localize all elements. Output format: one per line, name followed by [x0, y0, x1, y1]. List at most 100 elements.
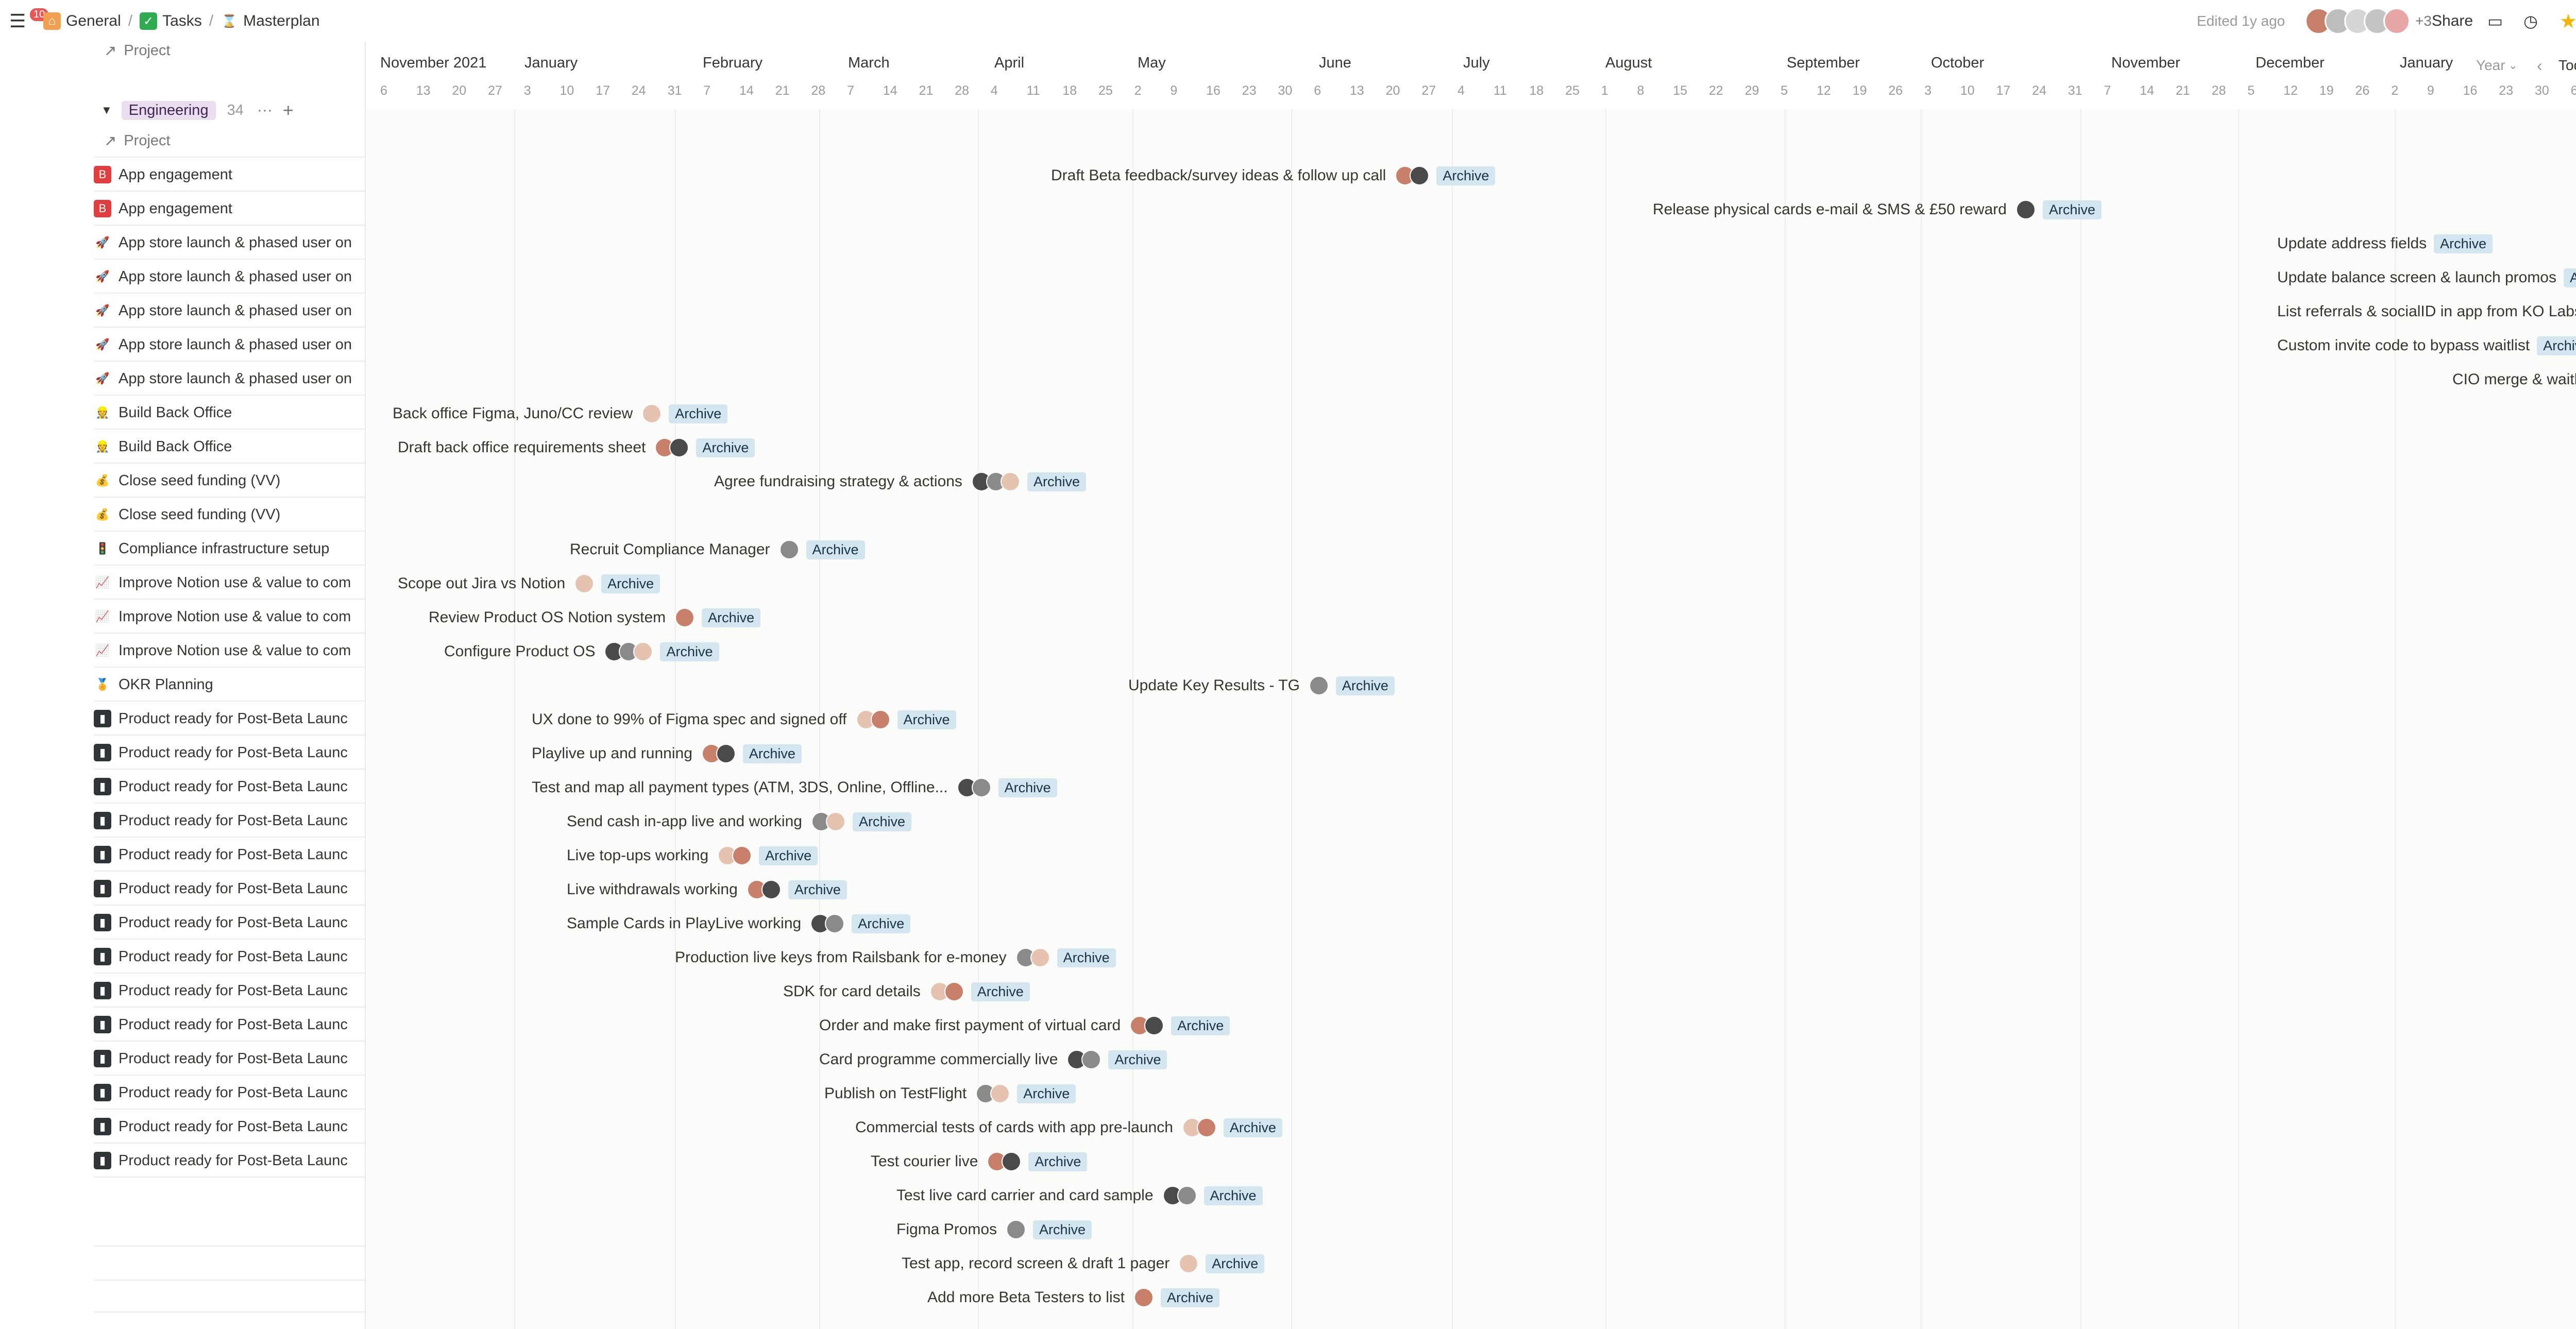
table-row[interactable]: 🚀 App store launch & phased user on — [94, 329, 365, 362]
assignee-avatars[interactable] — [856, 710, 890, 729]
task-title[interactable]: Update address fields — [2277, 235, 2427, 252]
table-row[interactable]: 👷 Build Back Office — [94, 431, 365, 464]
assignee-avatars[interactable] — [655, 438, 689, 457]
timeline-task-card[interactable]: Draft Beta feedback/survey ideas & follo… — [1051, 161, 1496, 191]
timeline-task-card[interactable]: Configure Product OS Archive — [444, 637, 719, 667]
timeline-task-card[interactable]: List referrals & socialID in app from KO… — [2277, 297, 2576, 327]
chevron-left-icon[interactable]: ‹ — [2537, 56, 2543, 75]
table-row[interactable]: B App engagement — [94, 159, 365, 192]
task-title[interactable]: SDK for card details — [783, 983, 921, 1000]
timeline-task-card[interactable]: Draft back office requirements sheet Arch… — [398, 433, 755, 463]
avatar[interactable] — [825, 812, 845, 831]
assignee-avatars[interactable] — [1182, 1118, 1216, 1137]
assignee-avatars[interactable] — [675, 608, 695, 627]
row-title[interactable]: Compliance infrastructure setup — [118, 540, 330, 557]
avatar[interactable] — [716, 744, 736, 763]
task-title[interactable]: Draft Beta feedback/survey ideas & follo… — [1051, 167, 1386, 184]
timeline-task-card[interactable]: Add more Beta Testers to list Archive — [927, 1283, 1219, 1313]
history-icon[interactable]: ◷ — [2523, 12, 2538, 30]
previous-button[interactable]: ‹ — [2537, 42, 2543, 89]
table-row[interactable]: ▮ Product ready for Post-Beta Launc — [94, 941, 365, 974]
avatar[interactable] — [1030, 948, 1050, 967]
row-title[interactable]: Close seed funding (VV) — [118, 472, 281, 489]
avatar[interactable] — [2383, 8, 2410, 35]
task-title[interactable]: Figma Promos — [896, 1221, 997, 1238]
task-title[interactable]: Publish on TestFlight — [824, 1085, 967, 1102]
assignee-avatars[interactable] — [987, 1152, 1022, 1171]
task-title[interactable]: Test app, record screen & draft 1 pager — [902, 1255, 1170, 1272]
task-title[interactable]: Test courier live — [871, 1153, 978, 1170]
assignee-avatars[interactable] — [718, 846, 752, 865]
menu-icon[interactable]: ☰ — [9, 10, 26, 31]
avatar[interactable] — [1179, 1254, 1199, 1273]
timeline-task-card[interactable]: Update balance screen & launch promos Arc… — [2277, 263, 2576, 293]
table-row[interactable]: ▮ Product ready for Post-Beta Launc — [94, 1145, 365, 1178]
avatar[interactable] — [1002, 1152, 1022, 1171]
extra-people-count[interactable]: +3 — [2415, 13, 2432, 29]
table-row[interactable]: ▮ Product ready for Post-Beta Launc — [94, 873, 365, 906]
task-title[interactable]: Agree fundraising strategy & actions — [714, 473, 962, 490]
avatar[interactable] — [1196, 1118, 1216, 1137]
row-title[interactable]: Build Back Office — [118, 438, 232, 455]
task-title[interactable]: Live top-ups working — [567, 847, 709, 864]
table-row[interactable]: B App engagement — [94, 193, 365, 226]
timeline-task-card[interactable]: Card programme commercially live Archive — [819, 1045, 1167, 1075]
assignee-avatars[interactable] — [1006, 1220, 1026, 1239]
assignee-avatars[interactable] — [2015, 200, 2036, 219]
task-title[interactable]: Release physical cards e-mail & SMS & £5… — [1653, 201, 2007, 218]
task-title[interactable]: Test live card carrier and card sample — [896, 1187, 1154, 1204]
timeline-task-card[interactable]: Commercial tests of cards with app pre-l… — [855, 1113, 1282, 1143]
avatar[interactable] — [732, 846, 752, 865]
timeline-task-card[interactable]: Order and make first payment of virtual … — [819, 1011, 1230, 1041]
table-row[interactable]: ▮ Product ready for Post-Beta Launc — [94, 907, 365, 940]
row-title[interactable]: Product ready for Post-Beta Launc — [118, 1152, 348, 1169]
assignee-avatars[interactable] — [701, 744, 736, 763]
row-title[interactable]: Close seed funding (VV) — [118, 506, 281, 523]
row-title[interactable]: App store launch & phased user on — [118, 268, 352, 285]
row-title[interactable]: Product ready for Post-Beta Launc — [118, 710, 348, 727]
timeline-task-card[interactable]: Production live keys from Railsbank for … — [675, 943, 1116, 973]
avatar[interactable] — [1177, 1186, 1197, 1205]
breadcrumb-tasks[interactable]: Tasks — [162, 12, 202, 29]
sidebar-toggle[interactable]: ☰ 10 — [9, 0, 49, 42]
avatar[interactable] — [779, 540, 799, 559]
table-row[interactable]: 📈 Improve Notion use & value to com — [94, 567, 365, 600]
task-title[interactable]: Test and map all payment types (ATM, 3DS… — [532, 779, 948, 796]
task-title[interactable]: Sample Cards in PlayLive working — [567, 915, 802, 932]
timeline-canvas[interactable] — [365, 109, 2576, 1329]
row-title[interactable]: Product ready for Post-Beta Launc — [118, 1016, 348, 1033]
avatar[interactable] — [574, 574, 595, 593]
table-row[interactable]: ▮ Product ready for Post-Beta Launc — [94, 1043, 365, 1076]
task-title[interactable]: Update balance screen & launch promos — [2277, 269, 2556, 286]
row-title[interactable]: App store launch & phased user on — [118, 302, 352, 319]
avatar[interactable] — [1309, 676, 1329, 695]
task-title[interactable]: Review Product OS Notion system — [429, 609, 666, 626]
breadcrumb-masterplan[interactable]: Masterplan — [243, 12, 320, 29]
timeline-task-card[interactable]: Update Key Results - TG Archive — [1128, 671, 1395, 701]
avatar[interactable] — [761, 880, 781, 899]
avatar[interactable] — [1000, 472, 1020, 491]
task-title[interactable]: Send cash in-app live and working — [567, 813, 802, 830]
timeline-task-card[interactable]: Agree fundraising strategy & actions Arch… — [714, 467, 1086, 497]
assignee-avatars[interactable] — [1395, 166, 1430, 185]
table-row[interactable]: 🚀 App store launch & phased user on — [94, 227, 365, 260]
timeline-task-card[interactable]: Figma Promos Archive — [896, 1215, 1092, 1245]
timeline-task-card[interactable]: CIO merge & waitlist cleaArchive — [2452, 365, 2576, 395]
task-title[interactable]: Scope out Jira vs Notion — [398, 575, 566, 592]
more-icon[interactable]: ··· — [257, 101, 273, 118]
avatar[interactable] — [675, 608, 695, 627]
row-title[interactable]: Product ready for Post-Beta Launc — [118, 982, 348, 999]
assignee-avatars[interactable] — [779, 540, 799, 559]
assignee-avatars[interactable] — [574, 574, 595, 593]
table-row[interactable]: ▮ Product ready for Post-Beta Launc — [94, 1111, 365, 1144]
table-row[interactable]: ▮ Product ready for Post-Beta Launc — [94, 703, 365, 736]
row-title[interactable]: App engagement — [118, 200, 232, 217]
avatar[interactable] — [1410, 166, 1430, 185]
task-title[interactable]: Playlive up and running — [532, 745, 692, 762]
row-title[interactable]: App store launch & phased user on — [118, 234, 352, 251]
table-row[interactable]: ▮ Product ready for Post-Beta Launc — [94, 839, 365, 872]
timeline-task-card[interactable]: Playlive up and running Archive — [532, 739, 802, 769]
assignee-avatars[interactable] — [971, 472, 1020, 491]
avatar[interactable] — [870, 710, 890, 729]
breadcrumb-general[interactable]: General — [66, 12, 121, 29]
